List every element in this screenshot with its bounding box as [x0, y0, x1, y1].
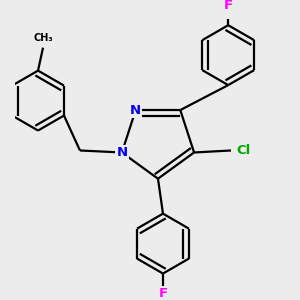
Text: N: N	[130, 103, 141, 117]
Text: Cl: Cl	[237, 144, 251, 157]
Text: F: F	[158, 287, 167, 300]
Text: N: N	[116, 146, 128, 159]
Text: F: F	[224, 0, 233, 12]
Text: CH₃: CH₃	[33, 33, 53, 43]
